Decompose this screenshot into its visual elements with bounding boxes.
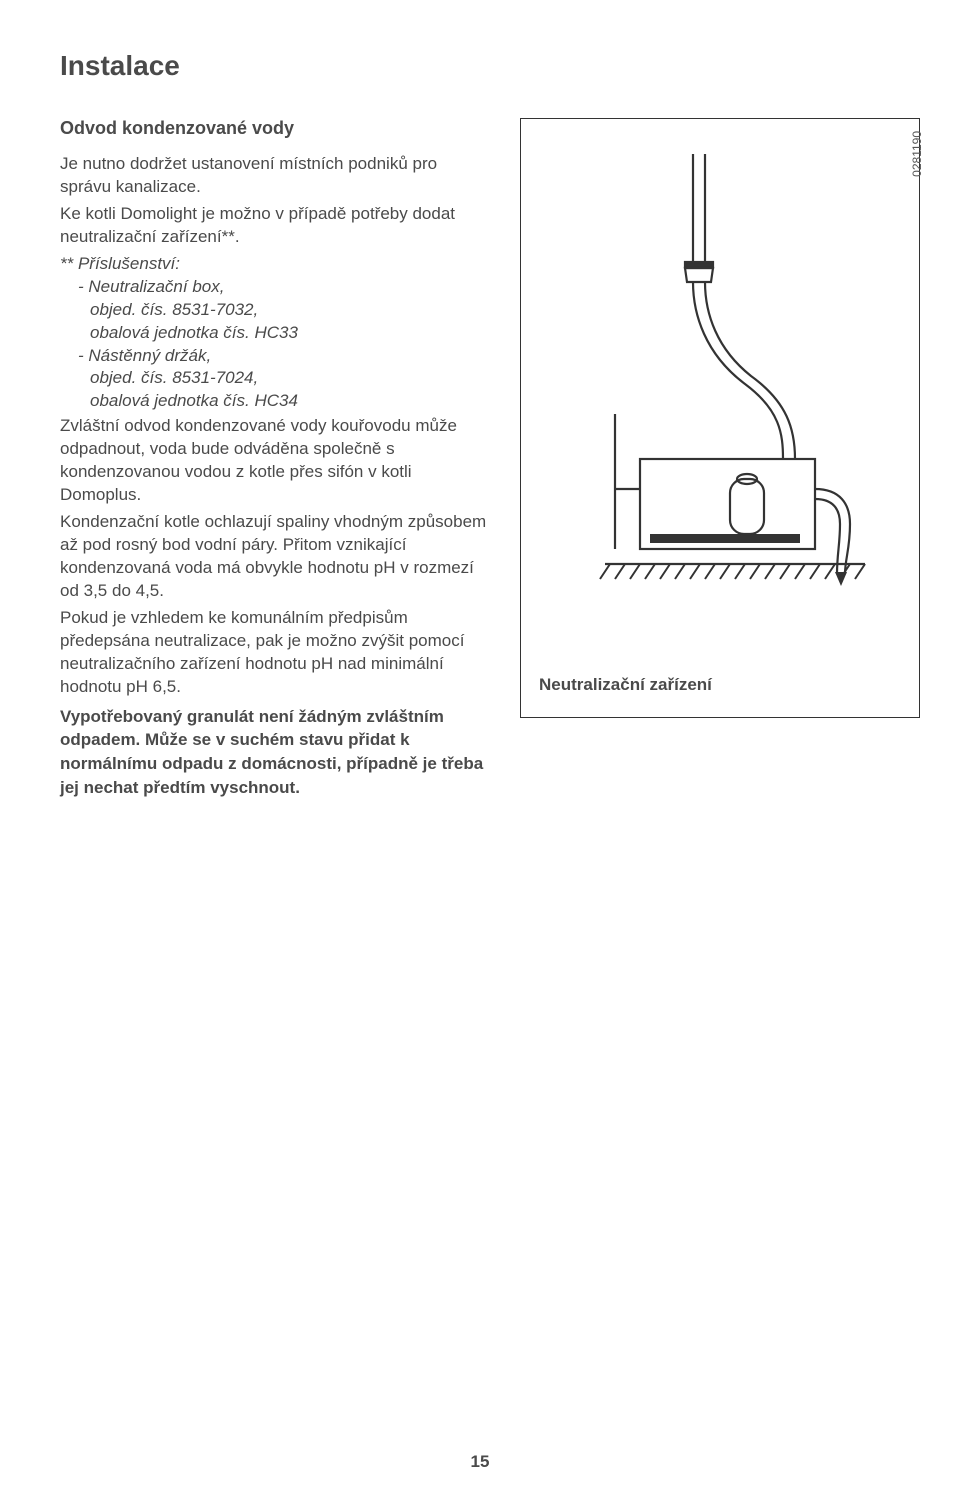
accessory-2-line2: objed. čís. 8531-7024, [60, 367, 490, 390]
para-2: Ke kotli Domolight je možno v případě po… [60, 203, 490, 249]
content-columns: Odvod kondenzované vody Je nutno dodržet… [60, 118, 900, 800]
para-5: Pokud je vzhledem ke komunálním předpisů… [60, 607, 490, 699]
accessory-2-line3: obalová jednotka čís. HC34 [60, 390, 490, 413]
accessory-1-line1: - Neutralizační box, [60, 276, 490, 299]
figure-id: 0281190 [910, 131, 924, 177]
para-4: Kondenzační kotle ochlazují spaliny vhod… [60, 511, 490, 603]
figure-caption: Neutralizační zařízení [539, 675, 712, 695]
bold-note: Vypotřebovaný granulát není žádným zvláš… [60, 705, 490, 800]
accessory-1-line2: objed. čís. 8531-7032, [60, 299, 490, 322]
para-1: Je nutno dodržet ustanovení místních pod… [60, 153, 490, 199]
para-3: Zvláštní odvod kondenzované vody kouřovo… [60, 415, 490, 507]
left-column: Odvod kondenzované vody Je nutno dodržet… [60, 118, 490, 800]
figure-box: 0281190 [520, 118, 920, 718]
accessories-label: ** Příslušenství: [60, 253, 490, 276]
accessory-2-line1: - Nástěnný držák, [60, 345, 490, 368]
page-number: 15 [471, 1452, 490, 1472]
accessory-1-line3: obalová jednotka čís. HC33 [60, 322, 490, 345]
section-heading: Odvod kondenzované vody [60, 118, 490, 139]
right-column: 0281190 [520, 118, 920, 800]
page-title: Instalace [60, 50, 900, 82]
neutralization-diagram [555, 154, 885, 644]
